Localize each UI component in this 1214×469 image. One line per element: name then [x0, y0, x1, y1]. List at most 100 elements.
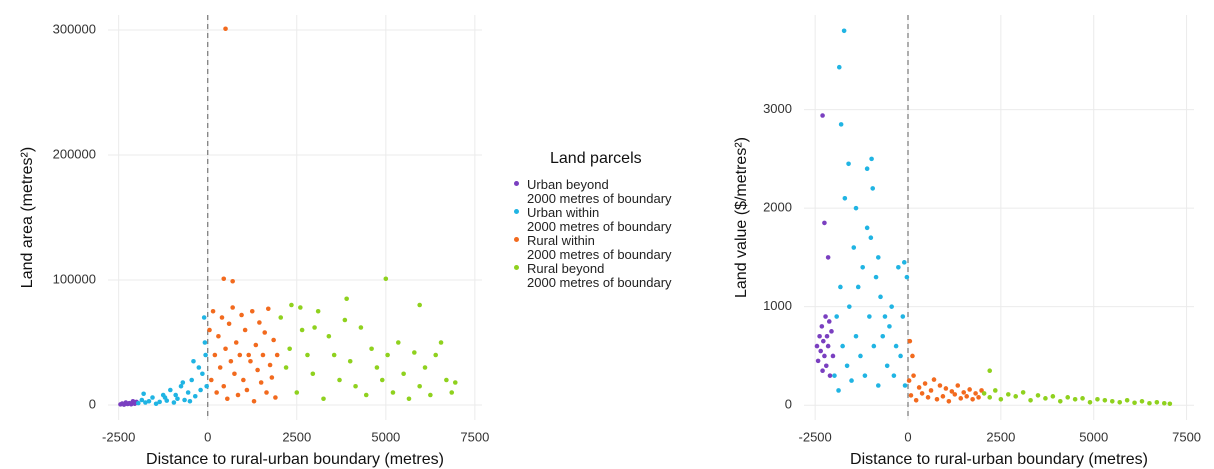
- point: [818, 348, 824, 354]
- x-tick-label: -2500: [799, 429, 832, 444]
- point: [223, 346, 228, 352]
- x-axis-title: Distance to rural-urban boundary (metres…: [146, 451, 444, 468]
- point: [979, 388, 984, 393]
- point: [868, 235, 874, 241]
- legend-label: Rural within 2000 metres of boundary: [527, 233, 672, 262]
- point: [312, 325, 317, 330]
- point: [237, 352, 243, 358]
- point: [860, 264, 865, 270]
- point: [321, 396, 326, 402]
- point: [819, 324, 825, 329]
- point: [207, 327, 212, 333]
- point: [369, 346, 374, 352]
- point: [817, 333, 822, 339]
- point: [173, 392, 178, 398]
- y-axis-title: Land value ($/metres²): [733, 137, 750, 298]
- point: [200, 371, 205, 377]
- point: [858, 353, 863, 359]
- point: [422, 365, 428, 370]
- point: [1050, 394, 1056, 399]
- point: [961, 390, 967, 395]
- point: [841, 28, 847, 34]
- point: [185, 390, 191, 395]
- point: [998, 397, 1004, 402]
- point: [235, 392, 241, 398]
- point: [260, 352, 266, 358]
- point: [255, 367, 260, 373]
- x-tick-label: 2500: [282, 429, 311, 444]
- point: [825, 343, 831, 349]
- point: [210, 308, 216, 314]
- point: [219, 315, 225, 320]
- point: [842, 195, 848, 201]
- point: [239, 312, 244, 318]
- point: [417, 302, 422, 308]
- point: [201, 315, 207, 320]
- point: [233, 340, 239, 345]
- point: [331, 352, 337, 358]
- point: [847, 304, 852, 309]
- point: [937, 383, 943, 388]
- point: [401, 371, 406, 377]
- point: [880, 333, 886, 339]
- point: [829, 329, 834, 334]
- y-tick-label: 300000: [53, 21, 96, 36]
- point: [251, 398, 257, 404]
- point: [1057, 398, 1063, 404]
- legend-marker: [514, 237, 519, 242]
- x-tick-label: 5000: [371, 429, 400, 444]
- point: [444, 377, 449, 383]
- point: [1161, 400, 1167, 406]
- point: [901, 260, 907, 265]
- point: [1102, 397, 1108, 403]
- x-tick-label: -2500: [102, 429, 135, 444]
- point: [182, 397, 187, 403]
- point: [815, 358, 821, 364]
- point: [1035, 393, 1041, 398]
- point: [875, 383, 881, 388]
- point: [896, 264, 901, 270]
- y-tick-label: 0: [89, 396, 96, 411]
- point: [385, 352, 390, 358]
- point: [864, 166, 870, 172]
- point: [822, 220, 827, 226]
- point: [1109, 398, 1115, 404]
- point: [264, 390, 269, 395]
- point: [884, 363, 890, 369]
- point: [225, 396, 230, 402]
- point: [344, 296, 349, 302]
- point: [150, 395, 155, 400]
- point: [832, 373, 837, 378]
- point: [973, 391, 978, 396]
- point: [949, 389, 955, 394]
- point: [943, 386, 949, 391]
- point: [838, 122, 844, 127]
- point: [1013, 394, 1019, 399]
- point: [374, 365, 380, 370]
- point: [987, 368, 993, 374]
- x-tick-label: 7500: [1172, 429, 1201, 444]
- point: [337, 377, 342, 383]
- point: [891, 373, 897, 378]
- point: [940, 394, 946, 399]
- point: [1124, 397, 1130, 403]
- point: [1043, 396, 1048, 401]
- point: [875, 255, 881, 260]
- point: [310, 371, 316, 377]
- point: [208, 377, 214, 383]
- point: [840, 343, 845, 349]
- point: [395, 340, 401, 345]
- y-tick-label: 0: [785, 397, 792, 412]
- point: [390, 390, 396, 395]
- point: [913, 397, 919, 403]
- point: [221, 383, 227, 389]
- y-tick-label: 100000: [53, 271, 96, 286]
- point: [217, 365, 223, 370]
- point: [192, 393, 198, 399]
- point: [907, 338, 913, 344]
- point: [428, 392, 433, 398]
- point: [241, 377, 246, 383]
- point: [822, 353, 827, 359]
- point: [221, 276, 227, 282]
- legend-marker: [514, 265, 519, 270]
